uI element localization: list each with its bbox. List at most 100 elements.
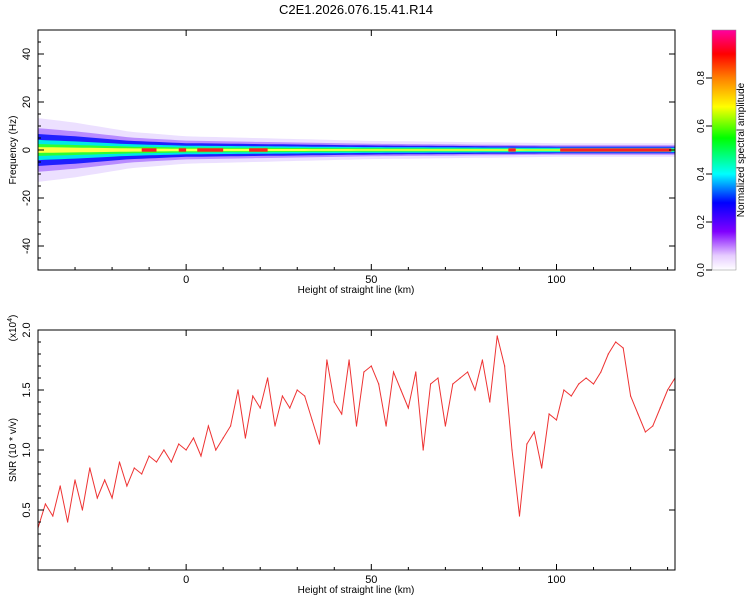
- snr-frame: [37, 329, 676, 571]
- snr-point: [281, 395, 284, 397]
- snr-point: [511, 449, 513, 451]
- spectrogram-x-label: Height of straight line (km): [298, 285, 415, 296]
- snr-point: [311, 419, 313, 421]
- snr-point: [67, 521, 69, 523]
- snr-point: [192, 437, 195, 439]
- snr-point: [237, 389, 239, 391]
- snr-point: [259, 407, 261, 409]
- snr-point: [59, 485, 61, 487]
- spectrogram-band: [38, 118, 675, 182]
- colorbar-tick-label: 0.6: [696, 119, 707, 133]
- snr-point: [592, 383, 595, 385]
- spectrogram-y-tick-label: 20: [21, 96, 33, 108]
- snr-point: [644, 431, 646, 433]
- spectrogram-frame: [37, 29, 676, 271]
- snr-point: [333, 401, 335, 403]
- snr-point: [229, 425, 232, 427]
- snr-y-tick-label: 1.5: [21, 382, 33, 397]
- snr-point: [126, 485, 128, 487]
- snr-point: [355, 425, 358, 427]
- snr-point: [652, 425, 654, 427]
- colorbar-tick-label: 0.8: [696, 71, 707, 85]
- snr-point: [437, 377, 439, 379]
- colorbar-ticks: 0.0 0.2 0.4 0.6 0.8: [696, 71, 712, 277]
- snr-x-tick-label: 50: [365, 574, 377, 586]
- snr-point: [244, 437, 246, 439]
- snr-y-tick-label: 0.5: [21, 502, 33, 517]
- snr-x-label: Height of straight line (km): [298, 585, 415, 596]
- snr-point: [141, 473, 143, 475]
- snr-point: [252, 395, 254, 397]
- snr-point: [74, 479, 76, 481]
- spectrogram-y-tick-label: 0: [21, 147, 33, 153]
- snr-point: [459, 377, 461, 379]
- snr-point: [318, 443, 321, 445]
- colorbar-tick-label: 0.2: [696, 215, 707, 229]
- snr-points: [37, 335, 676, 529]
- snr-point: [348, 359, 350, 361]
- band-peak-segment: [249, 148, 268, 152]
- snr-point: [666, 389, 669, 391]
- snr-point: [504, 365, 506, 367]
- snr-point: [370, 365, 372, 367]
- snr-point: [185, 449, 187, 451]
- snr-point: [452, 383, 454, 385]
- snr-point: [163, 449, 165, 451]
- spectrogram-x-tick-label: 50: [365, 274, 377, 286]
- snr-point: [541, 467, 543, 469]
- snr-point: [615, 341, 617, 343]
- snr-point: [296, 389, 298, 391]
- snr-point: [341, 413, 343, 415]
- snr-point: [274, 425, 276, 427]
- band-peak-segment: [178, 148, 187, 152]
- snr-point: [496, 335, 498, 337]
- snr-point: [148, 455, 150, 457]
- band-layer-yellow: [38, 147, 675, 153]
- snr-point: [407, 407, 409, 409]
- snr-point: [363, 371, 365, 373]
- snr-y-label: SNR (10 * v/v): [8, 418, 19, 482]
- band-peak-segment: [508, 148, 516, 152]
- snr-point: [89, 467, 91, 469]
- colorbar-label: Normalized spectral amplitude: [736, 82, 747, 217]
- snr-point: [533, 431, 535, 433]
- spectrogram-x-tick-label: 100: [547, 274, 565, 286]
- snr-plot-area: [38, 330, 675, 570]
- snr-point: [392, 371, 395, 373]
- colorbar-tick-label: 0.0: [696, 263, 707, 277]
- snr-point: [400, 389, 402, 391]
- snr-y-multiplier: (x104): [7, 315, 19, 342]
- snr-panel: 0 50 100 0.5 1.0 1.5 2.0 Height of straight li…: [7, 315, 676, 596]
- snr-point: [326, 359, 328, 361]
- snr-point: [155, 461, 158, 463]
- snr-point: [555, 419, 558, 421]
- snr-point: [467, 371, 469, 373]
- snr-point: [170, 461, 172, 463]
- snr-point: [659, 407, 661, 409]
- snr-point: [378, 383, 380, 385]
- band-peak-segment: [197, 148, 224, 152]
- snr-point: [267, 377, 269, 379]
- colorbar-tick-label: 0.4: [696, 167, 707, 181]
- snr-point: [481, 359, 484, 361]
- snr-point: [104, 479, 106, 481]
- snr-point: [222, 437, 224, 439]
- snr-point: [526, 443, 528, 445]
- snr-point: [304, 395, 306, 397]
- colorbar-gradient: [711, 29, 737, 271]
- snr-point: [111, 497, 113, 499]
- band-peak-segment: [560, 148, 672, 152]
- snr-x-tick-label: 0: [183, 574, 189, 586]
- snr-point: [548, 413, 550, 415]
- snr-point: [629, 395, 632, 397]
- snr-point: [563, 389, 565, 391]
- band-peak-segment: [141, 148, 157, 152]
- snr-point: [178, 443, 180, 445]
- snr-point: [518, 515, 521, 517]
- snr-point: [118, 461, 121, 463]
- chart-title: C2E1.2026.076.15.41.R14: [279, 2, 433, 17]
- snr-point: [429, 383, 432, 385]
- snr-point: [52, 515, 54, 517]
- snr-point: [607, 353, 609, 355]
- snr-point: [289, 407, 291, 409]
